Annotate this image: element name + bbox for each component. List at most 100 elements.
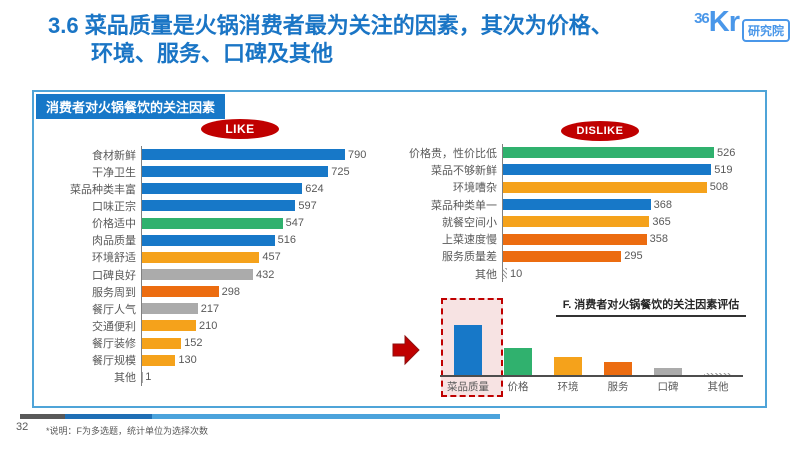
bar xyxy=(142,234,275,246)
mini-bar xyxy=(704,373,732,375)
bar-value: 130 xyxy=(178,354,197,367)
mini-bar-chart xyxy=(443,325,743,375)
mini-bar xyxy=(604,362,632,375)
panel-header-tab: 消费者对火锅餐饮的关注因素 xyxy=(36,94,226,119)
bar-value: 152 xyxy=(184,337,203,350)
bar-value: 10 xyxy=(510,267,523,280)
bar-label: 食材新鲜 xyxy=(92,149,136,162)
bar xyxy=(142,166,329,178)
mini-bar-col xyxy=(493,348,543,375)
bar-value: 790 xyxy=(348,148,367,161)
bar-plot-area: 1 xyxy=(141,368,368,386)
mini-bar xyxy=(554,357,582,375)
bar-row: 菜品不够新鲜 519 xyxy=(400,161,733,179)
bar xyxy=(142,183,303,195)
bar xyxy=(142,251,260,263)
bar xyxy=(503,216,650,228)
bar-label: 肉品质量 xyxy=(92,235,136,248)
bar-value: 457 xyxy=(262,251,281,264)
bar-value: 298 xyxy=(221,285,240,298)
bar xyxy=(142,354,176,366)
mini-bar-col xyxy=(693,373,743,375)
mini-bar-label: 环境 xyxy=(557,381,579,393)
bar-label: 价格适中 xyxy=(92,218,136,231)
bar xyxy=(142,337,182,349)
bar-value: 508 xyxy=(709,181,729,194)
bar-label: 环境嘈杂 xyxy=(453,182,497,195)
bar-value: 516 xyxy=(277,234,296,247)
bar-plot-area: 210 xyxy=(141,317,368,335)
bar-label: 价格贵，性价比低 xyxy=(409,147,497,160)
bar-value: 210 xyxy=(199,319,218,332)
bar-label: 就餐空间小 xyxy=(442,216,497,229)
page-title-line2: 环境、服务、口碑及其他 xyxy=(91,41,334,66)
footer-stripe-blue xyxy=(65,414,152,419)
bar-plot-area: 597 xyxy=(141,197,368,215)
like-bar-chart: 食材新鲜 790 干净卫生 725 菜品种类丰富 624 口味正宗 597 价格适中 547 肉品质… xyxy=(38,146,368,386)
logo-research-institute-badge: 研究院 xyxy=(741,19,790,42)
logo-kr-text: Kr xyxy=(708,6,740,38)
bar-plot-area: 432 xyxy=(141,265,368,284)
bar xyxy=(142,149,345,161)
bar-label: 餐厅人气 xyxy=(92,303,136,316)
bar-value: 365 xyxy=(652,215,671,228)
mini-bar-label: 其他 xyxy=(707,381,729,393)
bar xyxy=(142,269,253,281)
footer-stripe-lightblue xyxy=(152,414,500,419)
bar-row: 干净卫生 725 xyxy=(38,163,368,181)
bar xyxy=(142,286,219,298)
bar-plot-area: 130 xyxy=(141,351,368,369)
bar-value: 519 xyxy=(714,163,733,176)
bar-plot-area: 790 xyxy=(141,146,368,164)
logo-36-text: 36 xyxy=(694,10,710,27)
bar xyxy=(503,268,507,280)
bar-plot-area: 298 xyxy=(141,283,368,301)
bar-plot-area: 547 xyxy=(141,214,368,232)
bar-plot-area: 457 xyxy=(141,248,368,266)
bar-row: 价格贵，性价比低 526 xyxy=(400,144,735,162)
bar-value: 1 xyxy=(145,371,152,384)
bar-value: 358 xyxy=(649,233,668,246)
bar-label: 餐厅规模 xyxy=(92,355,136,368)
page-title: 3.6 菜品质量是火锅消费者最为关注的因素，其次为价格、 环境、服务、口碑及其他 xyxy=(48,12,613,68)
mini-bar xyxy=(454,325,482,375)
bar-row: 菜品种类丰富 624 xyxy=(38,180,368,198)
bar-row: 服务周到 298 xyxy=(38,283,368,301)
bar-row: 餐厅规模 130 xyxy=(38,351,368,369)
bar-plot-area: 624 xyxy=(141,180,368,198)
bar-row: 其他 10 xyxy=(400,265,730,283)
bar xyxy=(503,164,712,176)
mini-bar-col xyxy=(643,368,693,375)
mini-bar-col xyxy=(593,362,643,375)
bar-plot-area: 152 xyxy=(141,334,368,352)
bar xyxy=(503,181,707,193)
bar-plot-area: 725 xyxy=(141,163,368,181)
bar-value: 725 xyxy=(331,165,350,178)
bar-label: 口碑良好 xyxy=(92,269,136,282)
bar-row: 就餐空间小 365 xyxy=(400,213,730,231)
footnote: *说明：F为多选题，统计单位为选择次数 xyxy=(46,426,209,436)
mini-bar xyxy=(504,348,532,375)
bar-row: 环境嘈杂 508 xyxy=(400,178,730,196)
bar-value: 547 xyxy=(285,217,304,230)
bar-plot-area: 217 xyxy=(141,300,368,318)
bar-label: 上菜速度慢 xyxy=(442,234,497,247)
mini-bar-label: 口碑 xyxy=(657,381,679,393)
bar-label: 其他 xyxy=(114,372,136,385)
bar-plot-area: 10 xyxy=(502,265,730,283)
mini-bar-col xyxy=(443,325,493,375)
bar xyxy=(503,147,714,159)
bar-row: 餐厅装修 152 xyxy=(38,334,368,352)
mini-bar-label: 价格 xyxy=(507,381,529,393)
bar-plot-area: 526 xyxy=(502,144,736,162)
mini-bar-label: 服务 xyxy=(607,381,629,393)
bar-label: 菜品种类丰富 xyxy=(70,183,136,196)
bar-value: 217 xyxy=(200,302,220,315)
bar-label: 干净卫生 xyxy=(92,166,136,179)
bar xyxy=(503,199,651,211)
bar-label: 其他 xyxy=(475,268,497,281)
bar-value: 526 xyxy=(717,146,736,159)
mini-bar-label: 菜品质量 xyxy=(447,381,489,393)
bar-row: 交通便利 210 xyxy=(38,317,368,335)
mini-chart-labels: 菜品质量 价格 环境 服务 口碑 其他 xyxy=(443,379,743,394)
